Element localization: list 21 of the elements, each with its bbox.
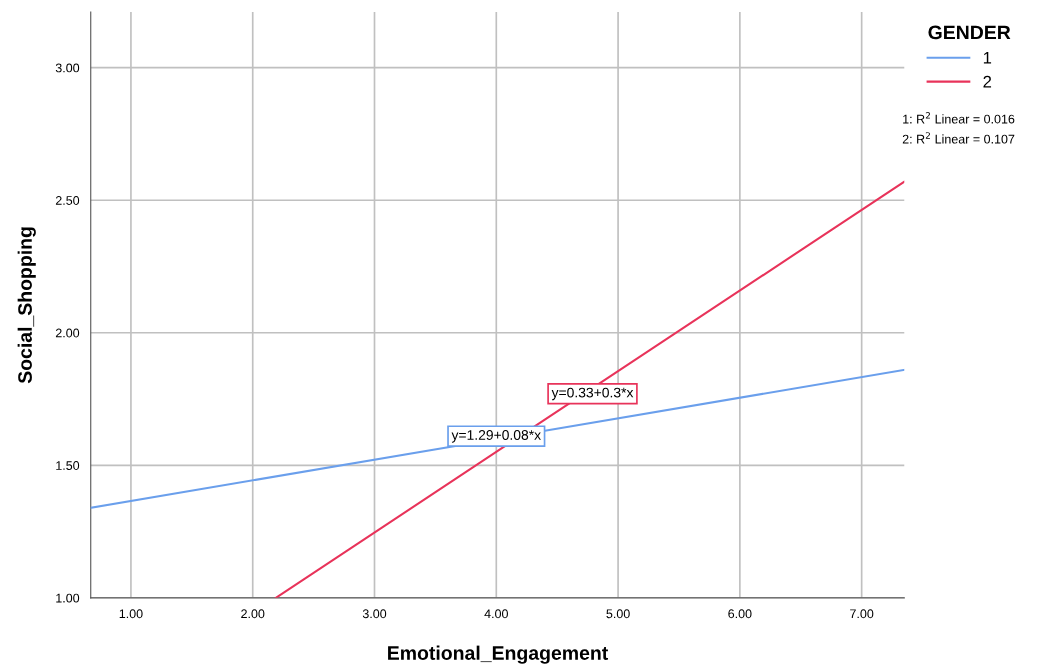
x-tick-label: 5.00 — [606, 609, 630, 619]
x-tick-label: 6.00 — [728, 609, 752, 619]
annotation: 2: R$^{2}$ Linear = 0.107 — [902, 132, 1015, 144]
x-tick-label: 2.00 — [241, 609, 265, 619]
annotation: 1: R$^{2}$ Linear = 0.016 — [903, 112, 1015, 124]
x-tick-label: 4.00 — [484, 609, 508, 619]
x-tick-label: 3.00 — [362, 609, 387, 619]
annotation: y=1.29+0.08*x — [451, 430, 541, 443]
x-tick-label: 1.00 — [119, 609, 143, 619]
legend-title: GENDER — [928, 25, 1011, 40]
y-tick-label: 3.00 — [55, 63, 80, 73]
y-tick-label: 2.00 — [55, 328, 80, 338]
y-tick-label: 1.50 — [56, 461, 80, 470]
x-axis-title: Emotional_Engagement — [388, 645, 609, 664]
y-tick-label: 2.50 — [55, 196, 80, 205]
legend-label: 2 — [983, 75, 992, 88]
x-tick-label: 7.00 — [850, 609, 874, 619]
legend-label: 1 — [983, 52, 992, 64]
annotation: y=0.33+0.3*x — [551, 387, 634, 401]
y-axis-title: Social_Shopping — [17, 227, 36, 384]
y-tick-label: 1.00 — [56, 593, 80, 603]
